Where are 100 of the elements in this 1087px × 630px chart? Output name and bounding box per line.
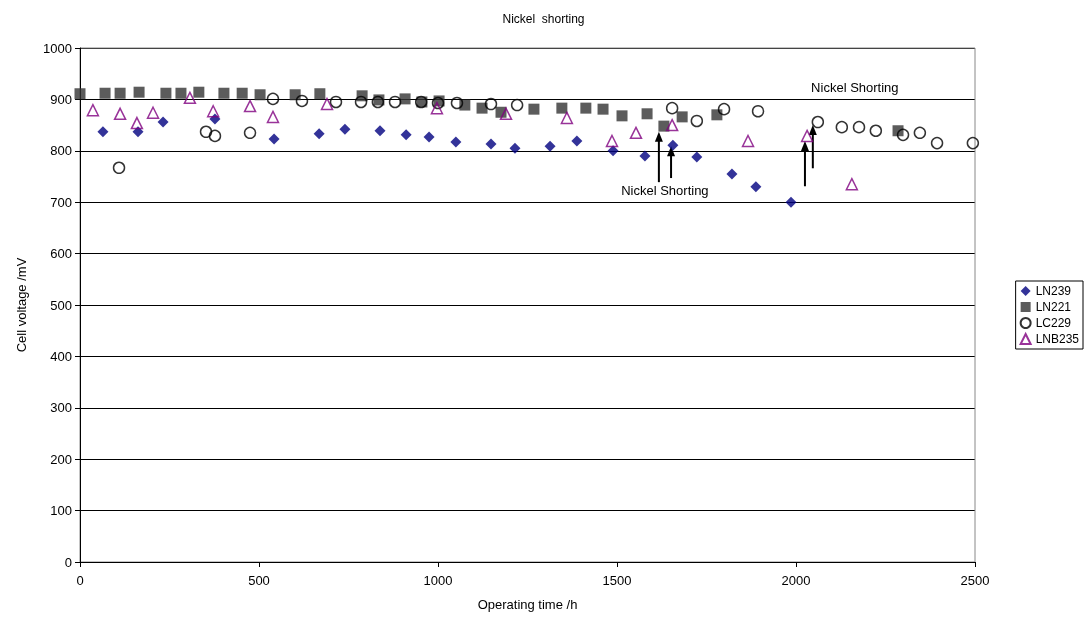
x-axis-title: Operating time /h	[477, 597, 578, 612]
point	[544, 140, 556, 152]
point	[835, 120, 849, 134]
point	[160, 87, 172, 99]
y-tick-label: 200	[50, 451, 72, 467]
point	[616, 110, 628, 122]
point	[556, 102, 568, 114]
point	[146, 106, 160, 120]
point	[268, 133, 280, 145]
point	[354, 95, 368, 109]
y-tick-label: 500	[50, 297, 72, 313]
point	[132, 126, 144, 138]
annotation: Nickel Shorting	[621, 183, 709, 199]
point	[450, 96, 464, 110]
y-axis-title: Cell voltage /mV	[14, 257, 29, 353]
legend-label: LNB235	[1035, 332, 1080, 346]
point	[690, 114, 704, 128]
y-tick-label: 1000	[43, 40, 72, 56]
point	[450, 136, 462, 148]
point	[97, 126, 109, 138]
point	[484, 97, 498, 111]
point	[845, 177, 859, 191]
point	[114, 87, 126, 99]
point	[74, 88, 86, 100]
point	[580, 102, 592, 114]
point	[243, 126, 257, 140]
point	[157, 116, 169, 128]
point	[665, 101, 679, 115]
point	[607, 145, 619, 157]
point	[423, 131, 435, 143]
point	[485, 138, 497, 150]
point	[966, 136, 980, 150]
point	[112, 161, 126, 175]
point	[667, 139, 679, 151]
x-tick-label: 2500	[960, 573, 990, 588]
point	[339, 123, 351, 135]
point	[254, 89, 266, 101]
point	[295, 94, 309, 108]
point	[130, 116, 144, 130]
point	[183, 91, 197, 105]
point	[388, 95, 402, 109]
point	[629, 126, 643, 140]
point	[133, 86, 145, 98]
point	[811, 115, 825, 129]
y-tick-label: 0	[64, 554, 72, 570]
point	[896, 128, 910, 142]
point	[658, 120, 670, 132]
point	[99, 87, 111, 99]
point	[571, 135, 583, 147]
point	[750, 181, 762, 193]
point	[218, 87, 230, 99]
y-tick-label: 300	[50, 400, 72, 416]
point	[266, 110, 280, 124]
point	[785, 196, 797, 208]
x-tick-label: 500	[248, 573, 270, 588]
point	[676, 111, 688, 123]
y-tick-label: 800	[50, 143, 72, 159]
point	[499, 107, 513, 121]
x-tick-label: 2000	[781, 573, 811, 588]
y-tick-label: 700	[50, 194, 72, 210]
point	[691, 151, 703, 163]
point	[113, 107, 127, 121]
point	[528, 103, 540, 115]
annotation: Nickel Shorting	[811, 79, 899, 95]
point	[374, 125, 386, 137]
point	[741, 134, 755, 148]
point	[711, 109, 723, 121]
point	[509, 142, 521, 154]
point	[236, 87, 248, 99]
legend-label: LC229	[1035, 316, 1072, 330]
point	[869, 124, 883, 137]
point	[289, 89, 301, 101]
point	[605, 134, 619, 148]
point	[208, 129, 222, 143]
point	[329, 95, 343, 109]
point	[206, 104, 220, 118]
chart-title: Nickel shorting	[502, 12, 585, 26]
point	[476, 102, 488, 114]
y-tick-label: 600	[50, 246, 72, 262]
point	[726, 168, 738, 180]
point	[175, 87, 187, 99]
point	[930, 136, 944, 150]
y-tick-label: 400	[50, 348, 72, 364]
legend-label: LN239	[1035, 284, 1072, 298]
point	[193, 86, 205, 98]
x-tick-label: 1000	[423, 573, 453, 588]
y-tick-label: 900	[50, 91, 72, 107]
point	[665, 118, 679, 132]
point	[717, 102, 731, 116]
point	[852, 120, 866, 134]
point	[510, 98, 524, 112]
point	[639, 150, 651, 162]
legend-label: LN221	[1035, 300, 1072, 314]
point	[243, 99, 257, 113]
y-tick-label: 100	[50, 503, 72, 519]
point	[560, 111, 574, 125]
x-tick-label: 0	[76, 573, 84, 588]
point	[320, 97, 334, 111]
point	[430, 101, 444, 115]
point	[313, 128, 325, 140]
